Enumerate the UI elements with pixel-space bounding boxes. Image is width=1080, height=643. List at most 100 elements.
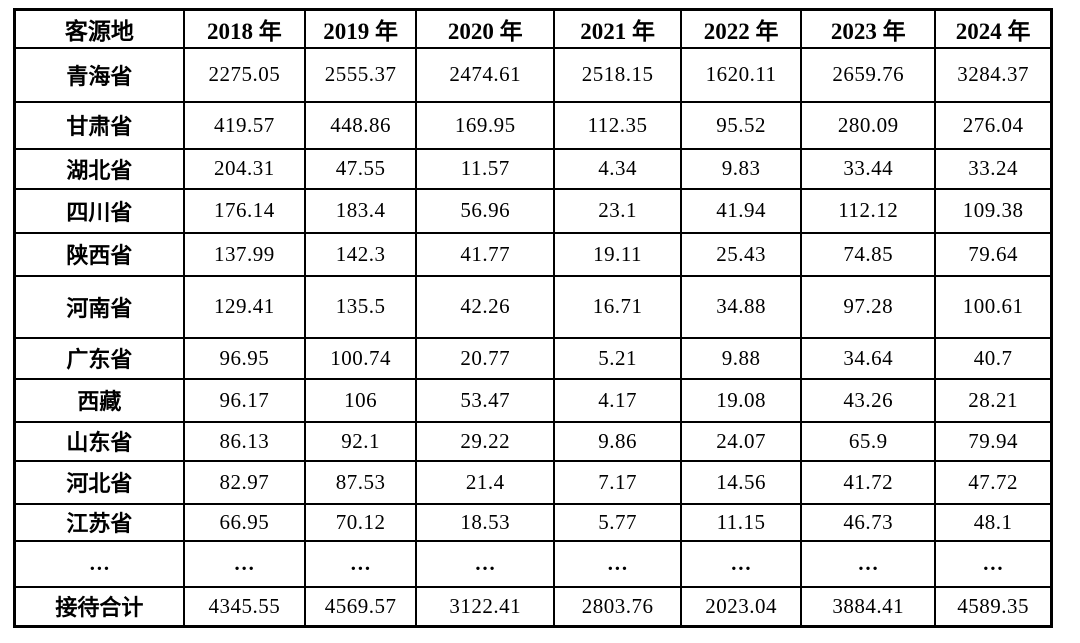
data-cell: 96.17	[182, 377, 307, 423]
data-cell: 74.85	[800, 231, 937, 277]
data-cell: 419.57	[182, 100, 307, 150]
data-cell: 16.71	[553, 274, 682, 339]
data-cell: 4589.35	[934, 585, 1053, 628]
row-label: 河北省	[13, 459, 185, 505]
row-label: 广东省	[13, 336, 185, 380]
table-row-henan: 河南省 129.41 135.5 42.26 16.71 34.88 97.28…	[13, 274, 1053, 339]
data-cell: 11.15	[679, 502, 803, 542]
data-cell: 41.72	[800, 459, 937, 505]
table-row-guangdong: 广东省 96.95 100.74 20.77 5.21 9.88 34.64 4…	[13, 336, 1053, 380]
data-cell: 79.64	[934, 231, 1053, 277]
data-cell: …	[800, 539, 937, 588]
header-cell-source: 客源地	[13, 8, 185, 49]
data-cell: 176.14	[182, 187, 307, 234]
data-cell: 204.31	[182, 147, 307, 190]
data-cell: …	[934, 539, 1053, 588]
data-cell: 129.41	[182, 274, 307, 339]
row-label: 青海省	[13, 46, 185, 103]
data-cell: 92.1	[304, 420, 418, 462]
row-label: 江苏省	[13, 502, 185, 542]
data-cell: 33.24	[934, 147, 1053, 190]
row-label-total: 接待合计	[13, 585, 185, 628]
header-cell-2021: 2021 年	[553, 8, 682, 49]
data-cell: …	[304, 539, 418, 588]
data-cell: 7.17	[553, 459, 682, 505]
data-cell: 43.26	[800, 377, 937, 423]
data-cell: 34.88	[679, 274, 803, 339]
row-label: 西藏	[13, 377, 185, 423]
data-cell: 42.26	[415, 274, 556, 339]
data-cell: 34.64	[800, 336, 937, 380]
data-cell: 95.52	[679, 100, 803, 150]
data-cell: 96.95	[182, 336, 307, 380]
data-cell: 23.1	[553, 187, 682, 234]
data-cell: 53.47	[415, 377, 556, 423]
data-cell: …	[679, 539, 803, 588]
data-cell: 3884.41	[800, 585, 937, 628]
data-cell: 112.12	[800, 187, 937, 234]
data-cell: 448.86	[304, 100, 418, 150]
row-label: 四川省	[13, 187, 185, 234]
header-cell-2019: 2019 年	[304, 8, 418, 49]
header-cell-2020: 2020 年	[415, 8, 556, 49]
data-cell: 70.12	[304, 502, 418, 542]
table-row-shaanxi: 陕西省 137.99 142.3 41.77 19.11 25.43 74.85…	[13, 231, 1053, 277]
data-cell: 183.4	[304, 187, 418, 234]
table-row-sichuan: 四川省 176.14 183.4 56.96 23.1 41.94 112.12…	[13, 187, 1053, 234]
data-cell: 40.7	[934, 336, 1053, 380]
row-label: …	[13, 539, 185, 588]
data-cell: 9.86	[553, 420, 682, 462]
data-cell: 2659.76	[800, 46, 937, 103]
data-cell: 25.43	[679, 231, 803, 277]
data-cell: 2275.05	[182, 46, 307, 103]
table-row-shandong: 山东省 86.13 92.1 29.22 9.86 24.07 65.9 79.…	[13, 420, 1053, 462]
data-cell: 100.61	[934, 274, 1053, 339]
data-cell: 135.5	[304, 274, 418, 339]
table-row-hebei: 河北省 82.97 87.53 21.4 7.17 14.56 41.72 47…	[13, 459, 1053, 505]
data-cell: 66.95	[182, 502, 307, 542]
table-row-xizang: 西藏 96.17 106 53.47 4.17 19.08 43.26 28.2…	[13, 377, 1053, 423]
data-cell: 3122.41	[415, 585, 556, 628]
header-cell-2018: 2018 年	[182, 8, 307, 49]
data-cell: 56.96	[415, 187, 556, 234]
table-row-ellipsis: … … … … … … … …	[13, 539, 1053, 588]
data-cell: 20.77	[415, 336, 556, 380]
row-label: 河南省	[13, 274, 185, 339]
header-cell-2024: 2024 年	[934, 8, 1053, 49]
data-cell: 4345.55	[182, 585, 307, 628]
data-cell: 2023.04	[679, 585, 803, 628]
header-cell-2023: 2023 年	[800, 8, 937, 49]
data-cell: …	[182, 539, 307, 588]
data-cell: 276.04	[934, 100, 1053, 150]
data-cell: 109.38	[934, 187, 1053, 234]
data-cell: 65.9	[800, 420, 937, 462]
data-cell: 100.74	[304, 336, 418, 380]
data-cell: 28.21	[934, 377, 1053, 423]
data-cell: 2803.76	[553, 585, 682, 628]
data-cell: 86.13	[182, 420, 307, 462]
data-cell: …	[415, 539, 556, 588]
data-cell: 29.22	[415, 420, 556, 462]
data-cell: 5.21	[553, 336, 682, 380]
data-cell: 2474.61	[415, 46, 556, 103]
data-cell: …	[553, 539, 682, 588]
data-cell: 1620.11	[679, 46, 803, 103]
table-row-jiangsu: 江苏省 66.95 70.12 18.53 5.77 11.15 46.73 4…	[13, 502, 1053, 542]
row-label: 陕西省	[13, 231, 185, 277]
data-cell: 4.17	[553, 377, 682, 423]
row-label: 山东省	[13, 420, 185, 462]
data-cell: 33.44	[800, 147, 937, 190]
data-cell: 14.56	[679, 459, 803, 505]
data-cell: 4.34	[553, 147, 682, 190]
data-cell: 9.83	[679, 147, 803, 190]
data-cell: 11.57	[415, 147, 556, 190]
row-label: 甘肃省	[13, 100, 185, 150]
table-row-hubei: 湖北省 204.31 47.55 11.57 4.34 9.83 33.44 3…	[13, 147, 1053, 190]
data-cell: 4569.57	[304, 585, 418, 628]
header-cell-2022: 2022 年	[679, 8, 803, 49]
data-cell: 97.28	[800, 274, 937, 339]
data-cell: 46.73	[800, 502, 937, 542]
data-cell: 106	[304, 377, 418, 423]
data-cell: 47.72	[934, 459, 1053, 505]
